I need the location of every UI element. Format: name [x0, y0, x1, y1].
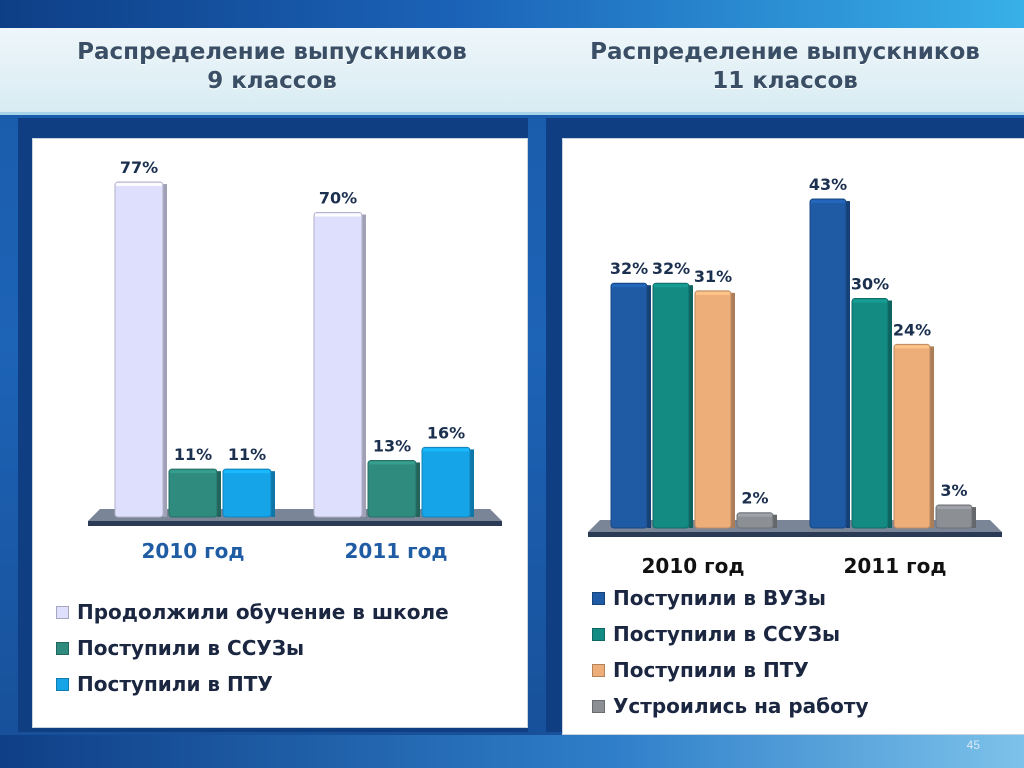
category-label: 2010 год [642, 554, 745, 578]
data-label: 32% [610, 259, 648, 278]
data-label: 13% [373, 436, 411, 455]
bar-top [738, 513, 772, 517]
bar-top [811, 200, 845, 204]
bar-top [895, 345, 929, 349]
bar-top [116, 183, 162, 187]
bar-4-2 [935, 504, 973, 529]
legend-item: Продолжили обучение в школе [56, 594, 449, 630]
chart-floor-edge [88, 521, 502, 526]
legend-label: Поступили в ПТУ [77, 672, 273, 696]
data-label: 32% [652, 259, 690, 278]
bar-2-1 [652, 282, 690, 529]
bar-side [362, 214, 366, 517]
bar-top [937, 506, 971, 510]
bar-top [369, 461, 415, 465]
bar-top [315, 213, 361, 217]
bar-1-1 [610, 282, 648, 529]
legend-item: Поступили в ССУЗы [592, 616, 869, 652]
bar-top [853, 299, 887, 303]
data-label: 3% [940, 481, 967, 500]
bar-2-1 [168, 468, 218, 518]
chart-1: 77% 11% 11% 2010 год 70% 13% 16% 2011 год [88, 158, 502, 563]
data-label: 2% [741, 489, 768, 508]
left-chart-title: Распределение выпускников 9 классов [52, 38, 492, 96]
title-band [0, 28, 1024, 115]
bar-side [846, 201, 850, 529]
category-label: 2011 год [844, 554, 947, 578]
legend-swatch [56, 677, 69, 691]
left-title-line1: Распределение выпускников [77, 39, 467, 65]
bar-top [170, 470, 216, 474]
category-label: 2010 год [142, 539, 245, 563]
data-label: 11% [228, 445, 266, 464]
bar-side [930, 346, 934, 528]
bar-side [271, 471, 275, 517]
legend-item: Устроились на работу [592, 688, 869, 724]
legend-item: Поступили в ПТУ [56, 666, 449, 702]
bar-top [654, 284, 688, 288]
bar-side [731, 292, 735, 528]
page-number: 45 [966, 738, 980, 752]
bar-side [163, 184, 167, 518]
legend-label: Поступили в ПТУ [613, 658, 809, 682]
bar-side [972, 507, 976, 528]
legend-swatch [56, 605, 69, 619]
bar-side [217, 471, 221, 517]
bar-3-1 [694, 290, 732, 529]
category-label: 2011 год [345, 539, 448, 563]
bar-3-1 [222, 468, 272, 518]
legend-label: Продолжили обучение в школе [77, 600, 449, 624]
data-label: 43% [809, 175, 847, 194]
left-title-line2: 9 классов [207, 68, 337, 94]
legend-item: Поступили в ССУЗы [56, 630, 449, 666]
bar-side [888, 300, 892, 528]
bar-side [773, 514, 777, 528]
bar-side [689, 285, 693, 528]
right-title-line1: Распределение выпускников [590, 39, 980, 65]
bar-3-2 [421, 446, 471, 518]
data-label: 30% [851, 275, 889, 294]
legend-label: Поступили в ВУЗы [613, 586, 826, 610]
right-chart-title: Распределение выпускников 11 классов [565, 38, 1005, 96]
bar-top [696, 291, 730, 295]
bar-side [416, 462, 420, 517]
bar-3-2 [893, 343, 931, 529]
bar-1-1 [114, 181, 164, 518]
bar-1-2 [809, 198, 847, 529]
bar-top [612, 284, 646, 288]
top-stripe [0, 0, 1024, 28]
legend-swatch [56, 641, 69, 655]
bottom-band [0, 735, 1024, 768]
data-label: 16% [427, 423, 465, 442]
bar-side [647, 285, 651, 528]
right-title-line2: 11 классов [712, 68, 858, 94]
bar-2-2 [851, 298, 889, 529]
legend-label: Устроились на работу [613, 694, 869, 718]
legend-swatch [592, 663, 605, 677]
data-label: 31% [694, 267, 732, 286]
bar-top [224, 470, 270, 474]
legend-item: Поступили в ПТУ [592, 652, 869, 688]
bar-1-2 [313, 212, 363, 518]
data-label: 70% [319, 189, 357, 208]
legend-item: Поступили в ВУЗы [592, 580, 869, 616]
legend-swatch [592, 627, 605, 641]
legend-swatch [592, 591, 605, 605]
right-chart-legend: Поступили в ВУЗы Поступили в ССУЗы Поступи… [592, 580, 869, 724]
data-label: 24% [893, 320, 931, 339]
data-label: 77% [120, 158, 158, 177]
legend-swatch [592, 699, 605, 713]
legend-label: Поступили в ССУЗы [77, 636, 305, 660]
left-chart-legend: Продолжили обучение в школе Поступили в С… [56, 594, 449, 702]
bar-top [423, 448, 469, 452]
bar-2-2 [367, 459, 417, 518]
legend-label: Поступили в ССУЗы [613, 622, 841, 646]
data-label: 11% [174, 445, 212, 464]
bar-side [470, 449, 474, 517]
chart-floor-edge [588, 532, 1002, 537]
